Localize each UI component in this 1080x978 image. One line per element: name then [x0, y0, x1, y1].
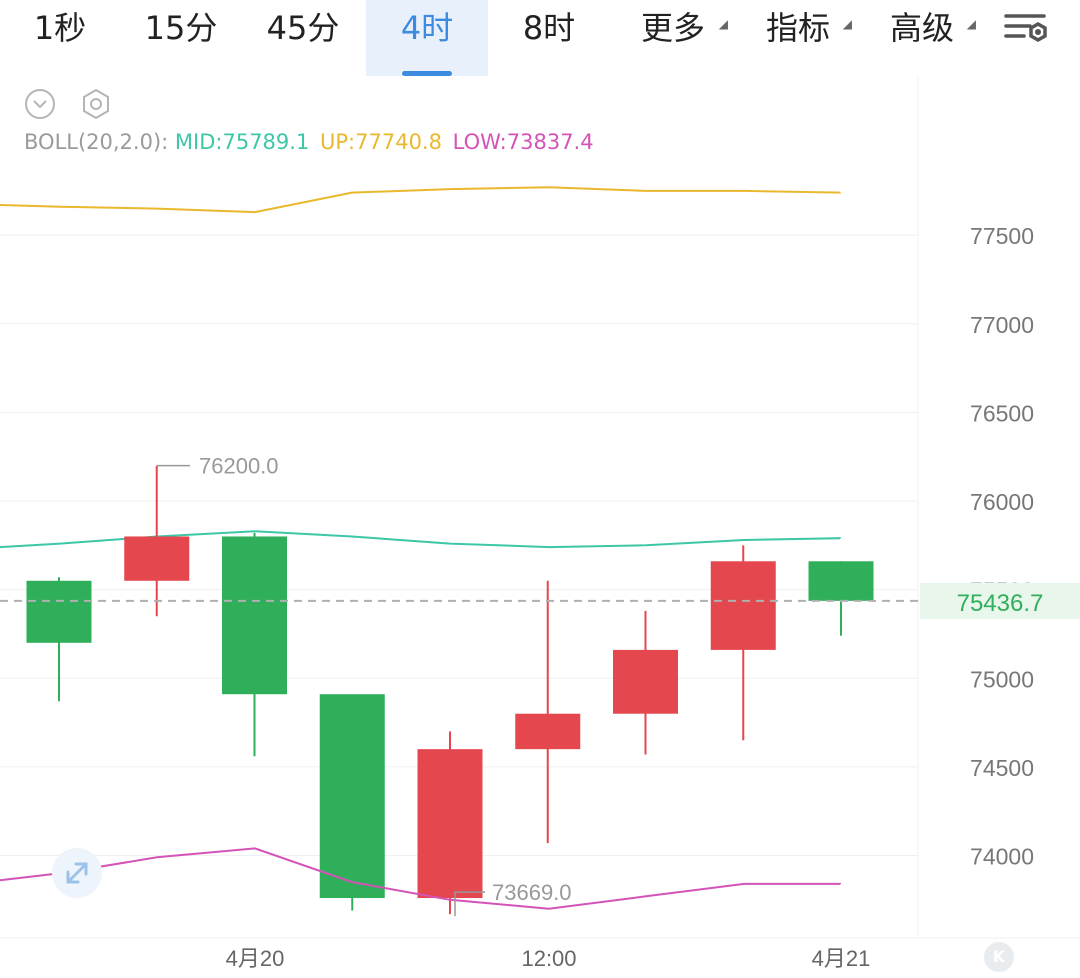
tab-label: 15分	[144, 9, 218, 47]
caret-icon: ◢	[842, 17, 852, 31]
tab-label: 45分	[266, 9, 340, 47]
max-annotation: 76200.0	[199, 454, 279, 479]
last-price-tag	[920, 582, 1080, 619]
tab-3[interactable]: 4时	[366, 0, 488, 76]
y-tick-label: 75000	[970, 666, 1034, 692]
y-tick-label: 76500	[970, 400, 1034, 426]
y-tick-label: 74500	[970, 755, 1034, 781]
expand-arrows-icon	[66, 862, 88, 884]
collapse-indicator-button[interactable]	[24, 88, 56, 120]
tab-0[interactable]: 1秒	[0, 0, 120, 76]
y-tick-label: 74000	[970, 844, 1034, 870]
last-price-label: 75436.7	[957, 590, 1044, 617]
min-annotation: 73669.0	[492, 880, 572, 905]
x-tick-label: 4月20	[226, 946, 285, 971]
caret-icon: ◢	[966, 17, 976, 31]
candle-body	[222, 536, 287, 695]
boll-low-value: LOW:73837.4	[452, 130, 594, 154]
active-tab-indicator	[402, 71, 452, 76]
y-tick-label: 76000	[970, 489, 1034, 515]
candle-body	[808, 561, 874, 601]
candle-body	[417, 749, 483, 899]
k-logo-icon[interactable]: K	[984, 942, 1014, 972]
boll-up-value: UP:77740.8	[320, 130, 442, 154]
candle-body	[124, 536, 190, 581]
candle-body	[613, 649, 678, 714]
expand-chart-button[interactable]	[52, 848, 102, 898]
candle-body	[515, 713, 581, 750]
min-annotation-line	[454, 891, 485, 917]
tab-label: 更多	[640, 9, 705, 47]
chart-settings-button[interactable]	[1000, 6, 1056, 50]
tab-5[interactable]: 更多 ◢	[610, 0, 736, 76]
boll-lower-band	[0, 847, 841, 910]
tab-label: 8时	[522, 9, 576, 47]
tab-7[interactable]: 高级 ◢	[860, 0, 984, 76]
y-tick-label: 77000	[970, 312, 1034, 338]
timeframe-tabbar: 1秒 15分 45分 4时 8时 更多 ◢ 指标 ◢ 高级 ◢	[0, 0, 1080, 76]
indicator-settings-button[interactable]	[80, 88, 112, 120]
candle-body	[26, 580, 92, 643]
candle-body	[319, 694, 385, 899]
tab-1[interactable]: 15分	[120, 0, 242, 76]
y-tick-label: 77500	[970, 223, 1034, 249]
candlestick-chart[interactable]: 7400074500750007550076000765007700077500…	[0, 76, 1080, 978]
tab-2[interactable]: 45分	[242, 0, 364, 76]
candle-body	[710, 561, 776, 650]
tab-4[interactable]: 8时	[488, 0, 610, 76]
tab-6[interactable]: 指标 ◢	[736, 0, 860, 76]
chevron-down-circle-icon	[25, 89, 55, 119]
caret-icon: ◢	[718, 17, 728, 31]
hexagon-gear-icon	[83, 88, 109, 120]
boll-mid-value: MID:75789.1	[174, 130, 310, 154]
tab-label: 4时	[400, 9, 454, 47]
tab-label: 1秒	[33, 9, 87, 47]
tab-label: 指标	[765, 9, 830, 47]
tab-label: 高级	[889, 9, 954, 47]
chart-area[interactable]: 7400074500750007550076000765007700077500…	[0, 76, 1080, 978]
x-tick-label: 12:00	[521, 946, 576, 971]
boll-legend: BOLL(20,2.0): MID:75789.1 UP:77740.8 LOW…	[24, 130, 594, 154]
boll-name: BOLL(20,2.0):	[24, 130, 169, 154]
chart-settings-icon	[1004, 14, 1047, 43]
x-tick-label: 4月21	[812, 946, 871, 971]
boll-upper-band	[0, 186, 841, 214]
